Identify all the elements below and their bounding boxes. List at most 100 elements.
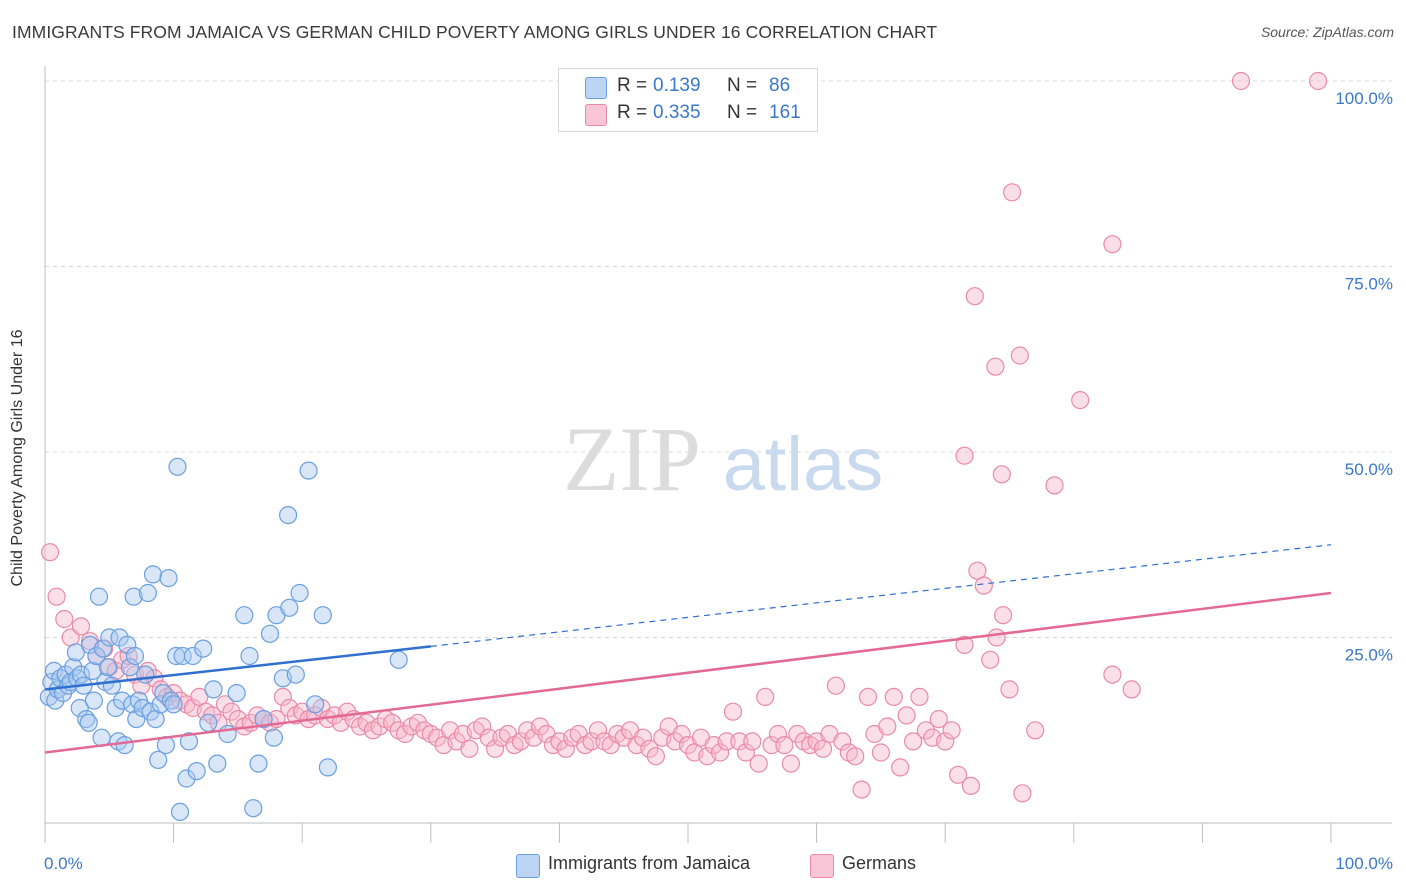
source-credit: Source: ZipAtlas.com	[1260, 24, 1394, 40]
germans-point-79	[556, 739, 575, 758]
germans-point-125	[852, 780, 871, 799]
germans-point-115	[788, 724, 807, 744]
germans-point-137	[929, 709, 948, 729]
germans-point-91	[633, 728, 653, 747]
legend-n-value: 161	[769, 102, 801, 123]
jamaica-point-57	[173, 646, 192, 666]
jamaica-point-81	[313, 606, 332, 625]
jamaica-point-83	[279, 505, 298, 525]
germans-point-158	[965, 287, 984, 306]
jamaica-point-35	[120, 658, 139, 677]
germans-point-122	[833, 732, 852, 751]
jamaica-point-51	[159, 568, 178, 588]
jamaica-point-13	[70, 698, 89, 718]
germans-point-150	[1026, 721, 1045, 740]
watermark: ZIP atlas	[563, 408, 883, 510]
germans-point-145	[981, 650, 1000, 669]
jamaica-trend-line	[44, 645, 431, 691]
chart-title: IMMIGRANTS FROM JAMAICA VS GERMAN CHILD …	[12, 22, 938, 42]
germans-point-104	[717, 732, 736, 751]
germans-point-159	[986, 357, 1005, 376]
jamaica-point-85	[389, 650, 408, 669]
germans-point-144	[974, 576, 993, 595]
germans-point-112	[768, 724, 788, 744]
y-tick-label-0: 25.0%	[1345, 646, 1393, 665]
jamaica-point-11	[66, 643, 86, 662]
jamaica-point-26	[98, 658, 118, 677]
legend-n-label: N =	[727, 75, 758, 96]
germans-point-67	[479, 728, 498, 747]
jamaica-point-2	[44, 661, 64, 681]
germans-trend-line	[44, 591, 1332, 754]
jamaica-point-39	[127, 709, 146, 729]
series-swatch-jamaica	[516, 854, 540, 878]
germans-point-4	[71, 617, 91, 636]
germans-point-97	[672, 724, 691, 744]
y-tick-label-2: 75.0%	[1345, 275, 1393, 294]
germans-point-109	[749, 754, 768, 773]
gridlines	[45, 80, 1392, 638]
germans-point-126	[858, 687, 878, 707]
germans-point-35	[273, 687, 292, 707]
germans-point-124	[846, 747, 865, 766]
germans-point-113	[775, 735, 794, 755]
jamaica-point-47	[149, 750, 168, 770]
x-tick-label-0: 0.0%	[44, 854, 83, 873]
jamaica-trend-extension	[430, 544, 1332, 648]
jamaica-point-55	[168, 457, 187, 476]
jamaica-point-31	[110, 628, 129, 647]
germans-point-151	[1045, 476, 1064, 495]
germans-point-1	[47, 587, 66, 606]
jamaica-point-82	[318, 758, 337, 777]
trend-lines	[44, 544, 1332, 754]
jamaica-point-72	[254, 709, 273, 729]
jamaica-point-10	[64, 658, 83, 677]
germans-point-26	[215, 695, 235, 714]
germans-point-103	[710, 743, 730, 762]
germans-point-162	[955, 446, 974, 465]
jamaica-point-37	[124, 587, 143, 606]
jamaica-point-71	[249, 754, 268, 773]
jamaica-point-45	[143, 565, 163, 584]
jamaica-points	[39, 457, 408, 822]
germans-point-56	[408, 713, 427, 732]
legend-r-label: R =	[617, 102, 648, 123]
germans-point-133	[903, 732, 923, 751]
jamaica-point-80	[306, 695, 325, 714]
germans-point-66	[473, 717, 492, 736]
jamaica-point-3	[46, 691, 65, 710]
jamaica-point-78	[286, 665, 305, 684]
legend-swatch-germans	[585, 104, 607, 126]
jamaica-point-17	[79, 713, 98, 732]
germans-point-106	[730, 732, 749, 751]
germans-point-134	[910, 687, 929, 707]
jamaica-point-69	[240, 646, 259, 666]
watermark-atlas: atlas	[723, 422, 884, 507]
germans-point-154	[1231, 71, 1251, 91]
axes	[44, 66, 1392, 843]
jamaica-point-64	[204, 680, 223, 699]
germans-point-142	[961, 776, 981, 796]
jamaica-point-68	[235, 606, 254, 625]
jamaica-point-42	[136, 665, 155, 684]
germans-point-157	[1103, 235, 1122, 254]
jamaica-point-67	[227, 683, 246, 703]
jamaica-point-73	[260, 624, 280, 643]
germans-point-0	[40, 543, 60, 562]
germans-point-111	[762, 735, 781, 755]
germans-point-108	[743, 732, 762, 751]
germans-point-75	[530, 717, 550, 736]
germans-point-156	[1002, 183, 1022, 202]
legend-r-value: 0.335	[653, 102, 701, 123]
germans-point-139	[942, 721, 961, 740]
series-label-jamaica: Immigrants from Jamaica	[548, 853, 751, 873]
jamaica-point-24	[93, 639, 113, 658]
germans-point-107	[736, 743, 756, 762]
germans-point-83	[582, 732, 601, 751]
legend-n-value: 86	[769, 75, 791, 96]
germans-point-129	[878, 717, 897, 736]
jamaica-point-58	[177, 769, 196, 788]
germans-point-155	[1308, 71, 1328, 91]
correlation-legend: R = 0.139 N = 86 R = 0.335 N = 161	[558, 68, 818, 132]
